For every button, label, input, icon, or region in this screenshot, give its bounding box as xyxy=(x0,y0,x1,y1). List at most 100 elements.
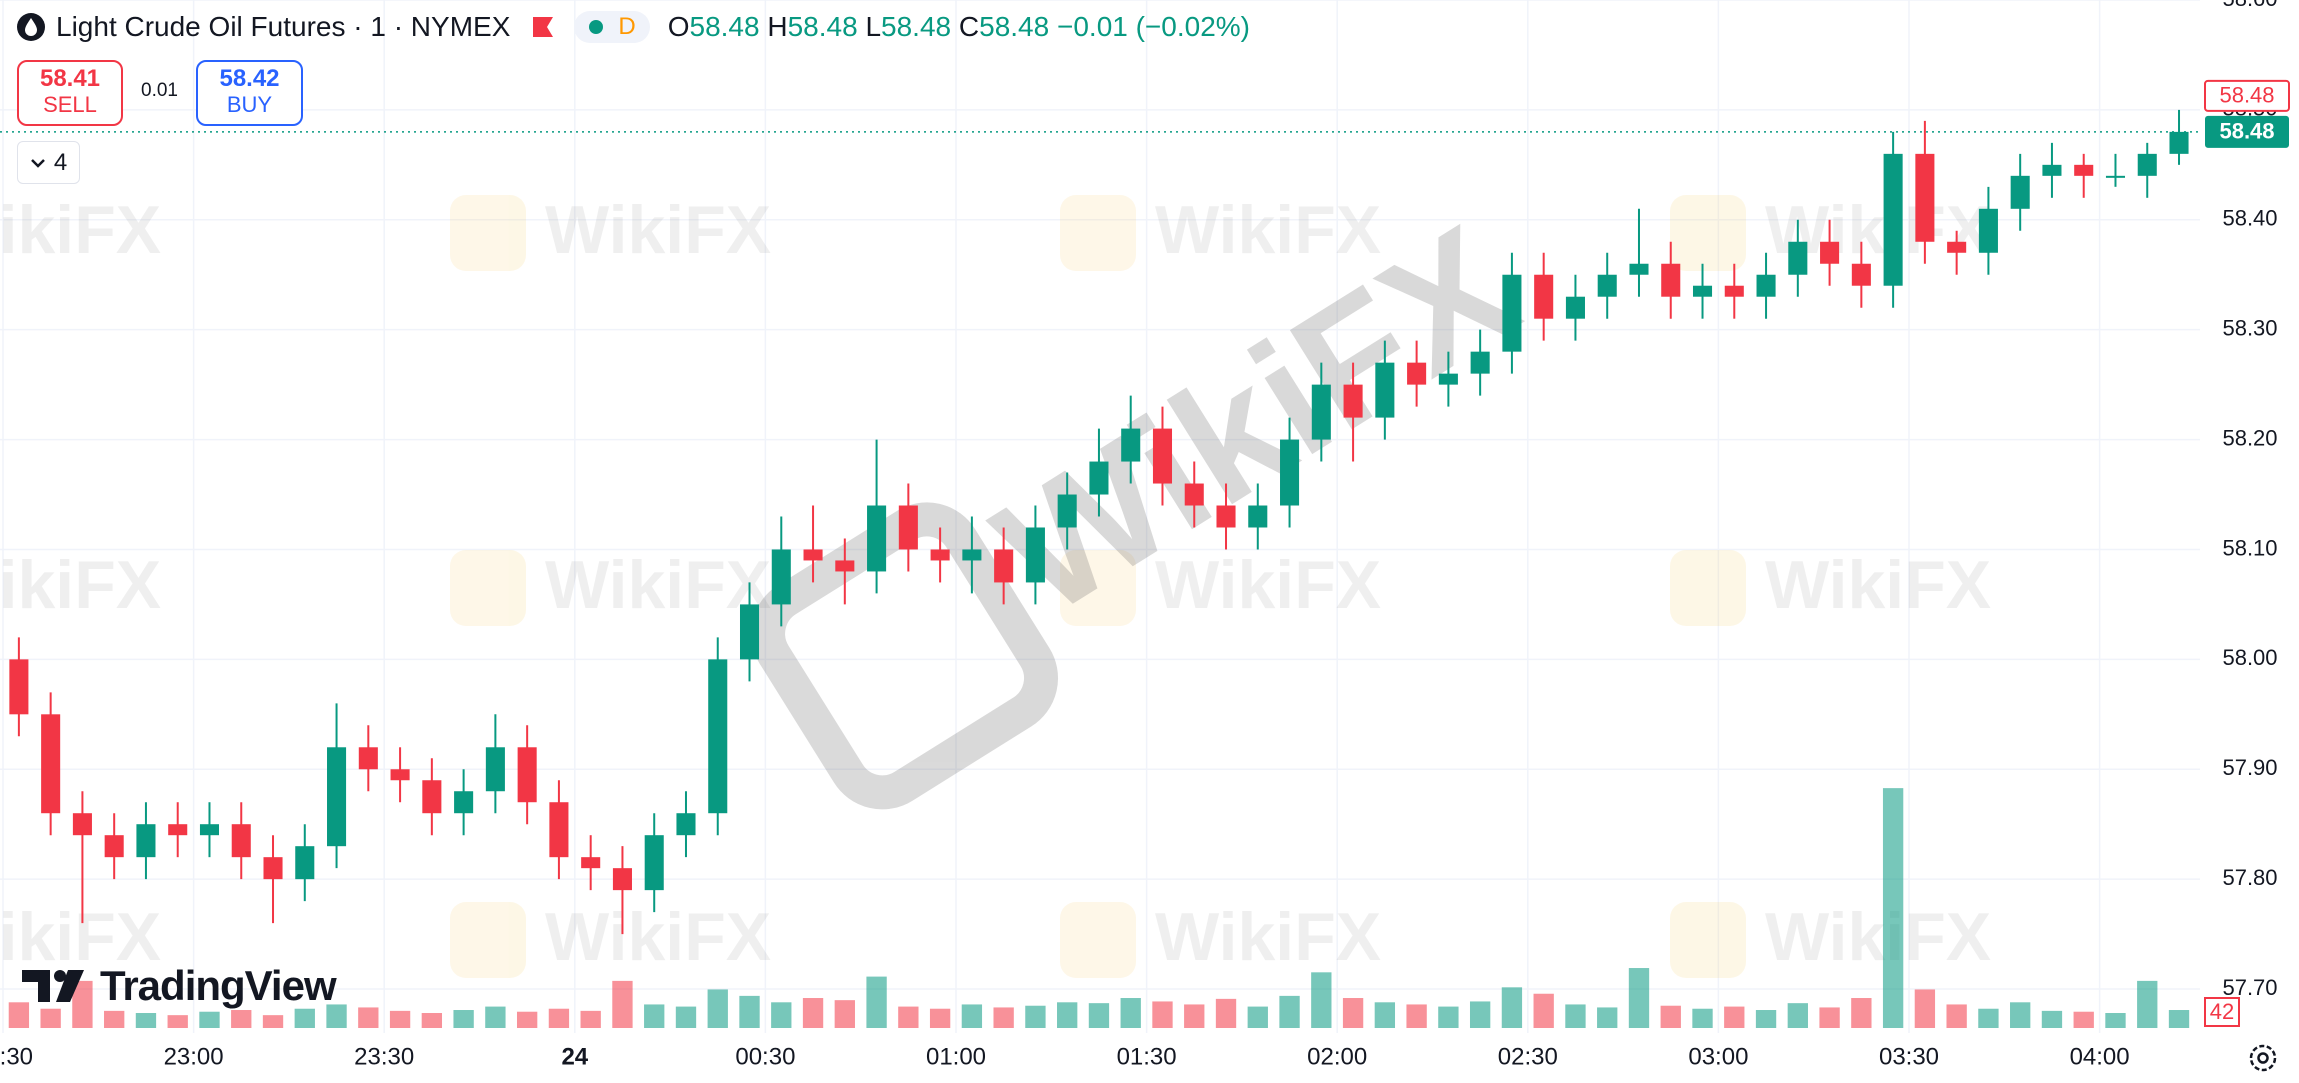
volume-bar xyxy=(961,1004,983,1028)
logo[interactable]: TradingView xyxy=(22,962,337,1010)
volume-bar xyxy=(1978,1008,1999,1028)
candle-body xyxy=(136,824,156,858)
status-pill[interactable]: D xyxy=(574,11,650,43)
volume-bar xyxy=(1946,1004,1967,1028)
volume-bar xyxy=(898,1006,919,1028)
ask-label: 58.48 xyxy=(2219,83,2274,108)
volume-bar xyxy=(2105,1013,2126,1028)
o-value: 58.48 xyxy=(689,11,760,42)
candle-body xyxy=(1851,263,1871,286)
watermark-text: WikiFX xyxy=(0,899,161,975)
candle-body xyxy=(1089,461,1109,495)
logo-text: TradingView xyxy=(100,962,337,1009)
candle-body xyxy=(1152,428,1173,484)
watermark-text: WikiFX xyxy=(545,192,771,268)
x-tick-label: 03:30 xyxy=(1879,1043,1939,1070)
gear-inner xyxy=(2257,1052,2269,1064)
watermark-icon xyxy=(1670,550,1746,626)
volume-bar xyxy=(1311,972,1332,1028)
flag-icon[interactable] xyxy=(530,14,556,40)
y-tick-label: 58.60 xyxy=(2222,0,2277,11)
candle-body xyxy=(1121,428,1141,462)
indicators-count: 4 xyxy=(53,148,68,176)
y-tick-label: 58.10 xyxy=(2222,535,2277,560)
volume-bar xyxy=(1724,1006,1745,1028)
candle-body xyxy=(1375,362,1395,418)
volume-bar xyxy=(580,1010,601,1028)
spread: 0.01 xyxy=(141,80,178,101)
volume-bar xyxy=(1533,993,1554,1028)
volume-label-box xyxy=(2204,997,2240,1027)
watermark-text: WikiFX xyxy=(1155,547,1381,623)
candle-body xyxy=(1724,285,1744,297)
y-tick-label: 57.80 xyxy=(2222,865,2277,890)
volume-bar xyxy=(739,995,760,1028)
candle-body xyxy=(358,747,378,770)
candle-body xyxy=(485,747,505,792)
buy-button[interactable]: 58.42 BUY xyxy=(196,60,303,126)
candle-body xyxy=(771,549,791,605)
watermark-text: WikiFX xyxy=(545,899,771,975)
volume-bar xyxy=(1088,1003,1110,1028)
volume-bar xyxy=(104,1010,125,1028)
x-tick-label: 01:30 xyxy=(1117,1043,1177,1070)
symbol-icon xyxy=(17,13,45,41)
volume-bar xyxy=(2137,980,2158,1028)
candle-body xyxy=(1820,241,1840,264)
candle-body xyxy=(422,780,442,814)
candle-body xyxy=(1280,439,1300,506)
settings-button[interactable] xyxy=(2249,1044,2277,1072)
y-tick-label: 58.40 xyxy=(2222,206,2277,231)
candle-body xyxy=(1915,153,1935,242)
volume-bar xyxy=(326,1004,347,1028)
chevron xyxy=(30,158,45,168)
volume-bar xyxy=(993,1007,1014,1028)
x-tick-label: 22:30 xyxy=(0,1043,33,1070)
volume-bar xyxy=(485,1006,506,1028)
volume-bar xyxy=(421,1013,443,1028)
volume-bar xyxy=(262,1015,284,1028)
candle-body xyxy=(644,835,664,891)
sell-button[interactable]: 58.41 SELL xyxy=(17,60,123,126)
candle-body xyxy=(1057,494,1077,528)
watermark-text: WikiFX xyxy=(1765,547,1991,623)
volume-bar xyxy=(8,1002,30,1028)
volume-bar xyxy=(1025,1005,1046,1028)
volume-bar xyxy=(358,1007,379,1028)
volume-bar xyxy=(1914,989,1936,1028)
candle-body xyxy=(1184,483,1204,506)
last-price-box xyxy=(2205,115,2289,148)
volume-bar xyxy=(199,1011,220,1028)
volume-bar xyxy=(1755,1010,1777,1028)
change: −0.01 (−0.02%) xyxy=(1056,11,1251,42)
watermark-icon xyxy=(1670,195,1746,271)
candle-body xyxy=(803,549,823,561)
volume-bar xyxy=(834,1000,855,1028)
h-label: H xyxy=(767,11,788,42)
volume-bar xyxy=(866,976,887,1028)
candle-body xyxy=(1947,241,1967,253)
buy-price: 58.42 xyxy=(219,65,280,92)
candle-body xyxy=(41,714,61,814)
volume-bar xyxy=(231,1010,252,1028)
volume-bar xyxy=(1406,1004,1427,1028)
volume-bar xyxy=(1787,1003,1808,1028)
candle-body xyxy=(517,747,537,803)
status-dot xyxy=(589,20,604,34)
volume-bar xyxy=(1882,788,1904,1028)
x-tick-label: 23:00 xyxy=(164,1043,224,1070)
indicators-toggle[interactable]: 4 xyxy=(17,141,80,184)
gear-outer xyxy=(2249,1044,2277,1072)
symbol-title[interactable]: Light Crude Oil Futures · 1 · NYMEX xyxy=(56,11,511,42)
volume-bar xyxy=(167,1015,188,1028)
volume-bar xyxy=(929,1008,951,1028)
volume-bar xyxy=(548,1008,570,1028)
volume-bar xyxy=(1215,998,1237,1028)
volume-bar xyxy=(1120,998,1141,1028)
candle-body xyxy=(2042,164,2062,176)
candle-body xyxy=(2137,153,2157,176)
candle-body xyxy=(390,769,410,781)
candle-body xyxy=(1248,505,1268,528)
watermark-icon xyxy=(1060,195,1136,271)
